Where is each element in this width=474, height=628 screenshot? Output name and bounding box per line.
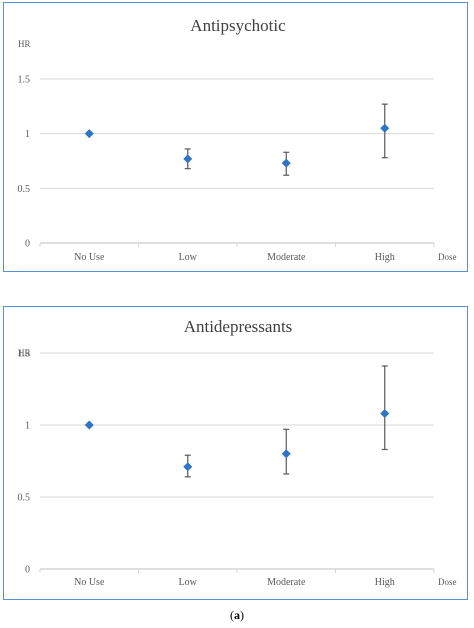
- x-tick-label: No Use: [74, 577, 105, 588]
- x-tick-label: Moderate: [267, 252, 306, 263]
- data-point-diamond: [281, 158, 291, 168]
- caption-letter: a: [234, 608, 240, 622]
- data-point-diamond: [281, 449, 291, 459]
- data-point-diamond: [84, 420, 94, 430]
- y-tick-label: 1: [25, 421, 30, 432]
- figure-caption: (a): [230, 608, 244, 622]
- y-axis-label: HR: [18, 39, 31, 49]
- data-point-diamond: [183, 154, 193, 164]
- chart-panel-antipsychotic: Antipsychotic HR Dose 0 0.5 1 1.5 No Use Low Mode…: [3, 2, 468, 272]
- x-tick-label: Moderate: [267, 577, 306, 588]
- data-point-diamond: [183, 462, 193, 472]
- x-tick-label: Low: [179, 577, 198, 588]
- data-point-diamond: [380, 408, 390, 418]
- y-tick-label: 0: [25, 565, 30, 576]
- x-tick-label: High: [375, 252, 395, 263]
- y-tick-label: 1: [25, 129, 30, 140]
- x-tick-label: High: [375, 577, 395, 588]
- chart-title: Antidepressants: [184, 317, 293, 336]
- x-axis-label: Dose: [438, 252, 457, 262]
- x-tick-label: No Use: [74, 252, 105, 263]
- y-axis-label: HR: [18, 348, 31, 358]
- y-tick-label: 0.5: [18, 493, 31, 504]
- y-tick-label: 0: [25, 239, 30, 250]
- chart-panel-antidepressants: Antidepressants HR Dose 0 0.5 1 1.5 No Use Low Mo…: [3, 306, 468, 600]
- data-point-diamond: [84, 129, 94, 139]
- y-tick-label: 1.5: [18, 349, 31, 360]
- y-tick-label: 0.5: [18, 184, 31, 195]
- x-axis-label: Dose: [438, 577, 457, 587]
- chart-antidepressants: Antidepressants HR Dose 0 0.5 1 1.5 No Use Low Mo…: [18, 317, 457, 588]
- data-point-diamond: [380, 123, 390, 133]
- y-tick-label: 1.5: [18, 75, 31, 86]
- chart-antipsychotic: Antipsychotic HR Dose 0 0.5 1 1.5 No Use Low Mode…: [18, 16, 457, 263]
- chart-title: Antipsychotic: [190, 16, 286, 35]
- x-tick-label: Low: [179, 252, 198, 263]
